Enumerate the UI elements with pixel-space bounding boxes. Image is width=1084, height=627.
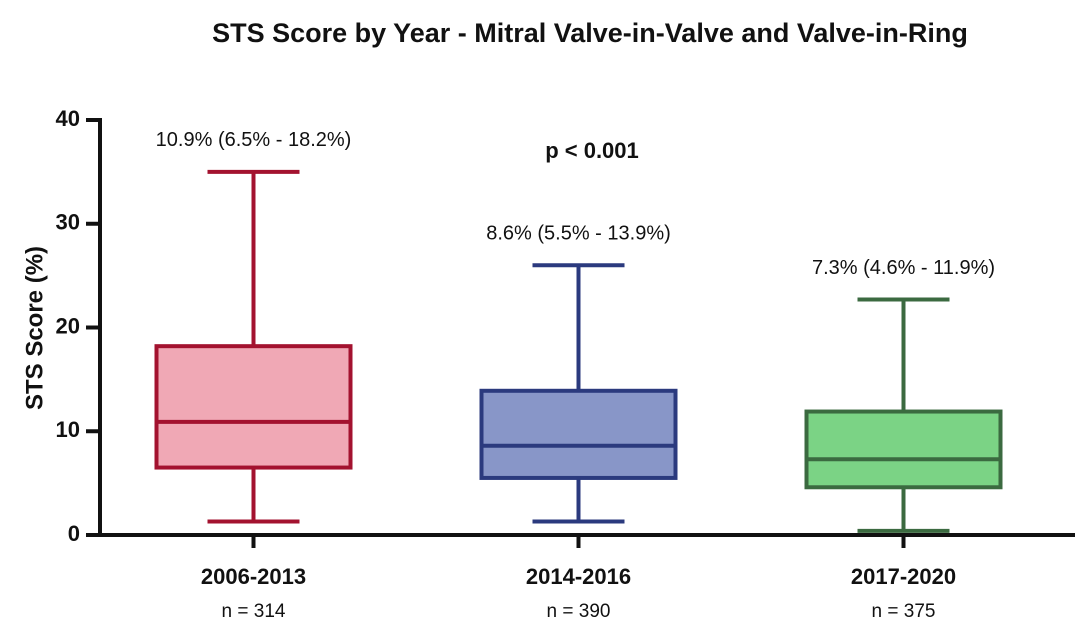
y-tick-label: 40 — [56, 106, 80, 131]
y-tick-label: 30 — [56, 210, 80, 235]
category-note: n = 390 — [547, 601, 611, 622]
box-label: 8.6% (5.5% - 13.9%) — [486, 223, 671, 245]
box-label: 10.9% (6.5% - 18.2%) — [156, 129, 352, 151]
x-tick-label: 2014-2016 — [526, 564, 631, 589]
annotation: p < 0.001 — [545, 138, 639, 163]
box — [479, 388, 678, 480]
category-note: n = 375 — [872, 601, 936, 622]
x-tick-label: 2017-2020 — [851, 564, 956, 589]
x-tick-label: 2006-2013 — [201, 564, 306, 589]
box-label: 7.3% (4.6% - 11.9%) — [812, 257, 995, 279]
box — [804, 409, 1003, 490]
chart-title: STS Score by Year - Mitral Valve-in-Valv… — [212, 18, 968, 48]
y-tick-label: 20 — [56, 313, 80, 338]
category-note: n = 314 — [222, 601, 286, 622]
y-axis-label: STS Score (%) — [21, 246, 48, 410]
y-tick-label: 0 — [68, 521, 80, 546]
box — [154, 344, 353, 470]
y-tick-label: 10 — [56, 417, 80, 442]
